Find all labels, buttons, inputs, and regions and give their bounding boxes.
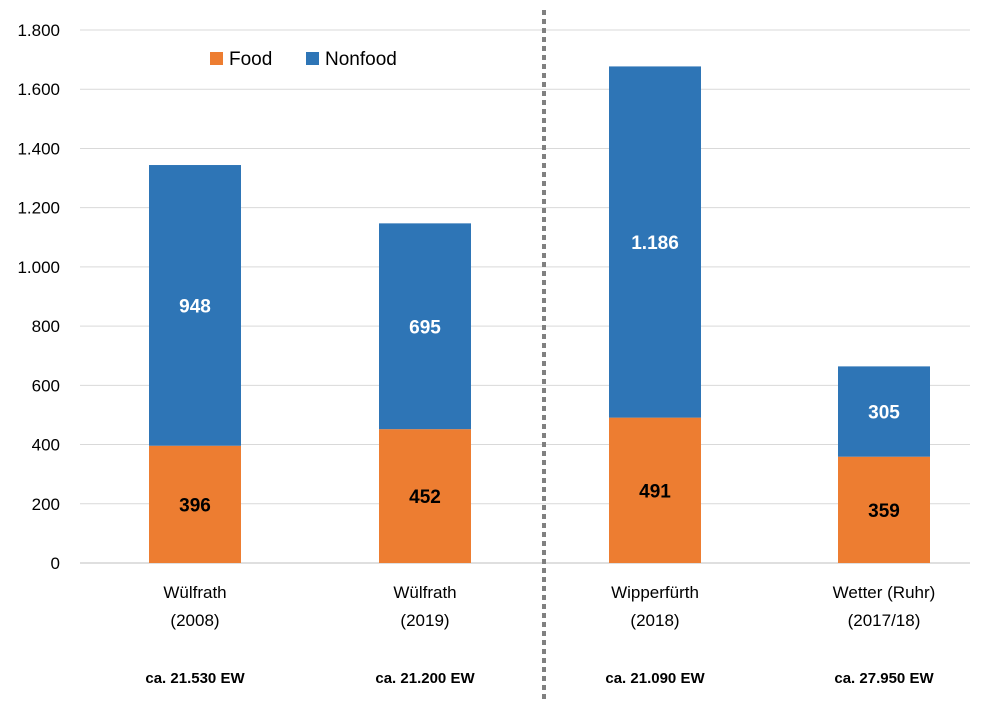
data-label: 948: [179, 296, 211, 317]
y-tick-label: 1.600: [17, 80, 60, 99]
x-category-label: (2017/18): [848, 611, 921, 630]
bar-food: [149, 445, 241, 563]
legend-label-food: Food: [229, 49, 272, 70]
bar-food: [609, 417, 701, 563]
y-tick-label: 1.800: [17, 21, 60, 40]
y-tick-label: 1.000: [17, 258, 60, 277]
legend-label-nonfood: Nonfood: [325, 49, 397, 70]
bar-nonfood: [838, 366, 930, 457]
y-tick-label: 1.400: [17, 139, 60, 158]
bar-nonfood: [149, 165, 241, 446]
x-category-label: (2008): [170, 611, 219, 630]
data-label: 1.186: [631, 233, 679, 254]
population-label: ca. 27.950 EW: [834, 670, 934, 687]
bar-food: [379, 429, 471, 563]
legend: Food Nonfood: [210, 49, 397, 70]
data-label: 396: [179, 495, 211, 516]
population-label: ca. 21.200 EW: [375, 670, 475, 687]
bar-food: [838, 456, 930, 563]
y-tick-label: 1.200: [17, 199, 60, 218]
y-tick-label: 800: [32, 317, 60, 336]
x-category-label: (2019): [400, 611, 449, 630]
y-tick-label: 0: [51, 554, 60, 573]
data-label: 452: [409, 487, 441, 508]
y-tick-label: 400: [32, 436, 60, 455]
bars: 396 948 452 695 491 1.186 359 305: [149, 66, 930, 563]
y-tick-label: 600: [32, 376, 60, 395]
legend-swatch-food: [210, 52, 223, 65]
data-label: 359: [868, 501, 900, 522]
y-axis: 0 200 400 600 800 1.000 1.200 1.400 1.600 1.800: [17, 21, 60, 573]
population-label: ca. 21.530 EW: [145, 670, 245, 687]
y-tick-label: 200: [32, 495, 60, 514]
population-label: ca. 21.090 EW: [605, 670, 705, 687]
x-category-label: (2018): [630, 611, 679, 630]
x-category-label: Wetter (Ruhr): [833, 583, 936, 602]
x-category-label: Wülfrath: [163, 583, 226, 602]
data-label: 695: [409, 317, 441, 338]
data-label: 305: [868, 403, 900, 424]
x-axis: Wülfrath (2008) ca. 21.530 EW Wülfrath (2019…: [145, 583, 935, 687]
bar-nonfood: [379, 223, 471, 430]
x-category-label: Wipperfürth: [611, 583, 699, 602]
legend-swatch-nonfood: [306, 52, 319, 65]
bar-nonfood: [609, 66, 701, 418]
x-category-label: Wülfrath: [393, 583, 456, 602]
data-label: 491: [639, 481, 671, 502]
